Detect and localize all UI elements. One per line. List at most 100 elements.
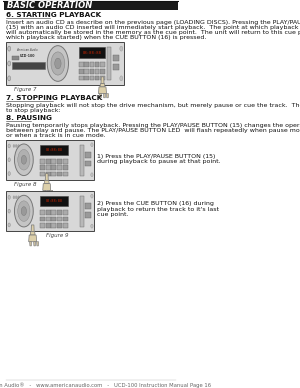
Circle shape xyxy=(13,144,15,147)
Bar xyxy=(51,171,56,177)
Text: 6. STARTING PLAYBACK: 6. STARTING PLAYBACK xyxy=(6,12,101,18)
Bar xyxy=(40,223,45,228)
Bar xyxy=(80,145,84,176)
Bar xyxy=(57,217,62,222)
Polygon shape xyxy=(31,225,34,232)
Polygon shape xyxy=(48,191,50,195)
Circle shape xyxy=(8,158,10,162)
Circle shape xyxy=(8,46,11,51)
Text: to stop playback:: to stop playback: xyxy=(6,107,61,113)
Polygon shape xyxy=(34,242,36,246)
Text: will automatically be stored in the memory as the cue point.  The unit will retu: will automatically be stored in the memo… xyxy=(6,30,300,35)
Circle shape xyxy=(18,196,20,199)
Text: during playback to pause at that point.: during playback to pause at that point. xyxy=(97,159,221,164)
Polygon shape xyxy=(103,94,106,98)
Bar xyxy=(40,145,68,155)
Bar xyxy=(4,1,178,10)
Bar xyxy=(85,69,89,74)
Bar xyxy=(46,165,51,170)
Circle shape xyxy=(91,194,93,198)
Polygon shape xyxy=(106,94,109,98)
Circle shape xyxy=(15,196,17,199)
Bar xyxy=(95,62,99,67)
Text: 8. PAUSING: 8. PAUSING xyxy=(6,115,52,121)
Text: 88:88:88: 88:88:88 xyxy=(82,51,101,55)
Polygon shape xyxy=(101,77,104,83)
Text: Figure 7: Figure 7 xyxy=(14,87,36,92)
Text: or when a track is in cue mode.: or when a track is in cue mode. xyxy=(6,133,106,138)
Bar xyxy=(62,210,68,215)
Bar xyxy=(57,210,62,215)
Bar xyxy=(85,62,89,67)
Circle shape xyxy=(8,61,11,66)
Bar xyxy=(90,76,94,80)
Bar xyxy=(40,196,68,206)
Bar xyxy=(100,62,104,67)
Bar xyxy=(40,165,45,170)
Text: Insert an audio CD as describe on the previous page (LOADING DISCS). Pressing th: Insert an audio CD as describe on the pr… xyxy=(6,20,300,25)
Circle shape xyxy=(13,196,15,199)
Text: Pausing temporarily stops playback. Pressing the PLAY/PAUSE BUTTON (15) changes : Pausing temporarily stops playback. Pres… xyxy=(6,123,300,128)
Bar xyxy=(6,191,94,231)
Text: 88:88:88: 88:88:88 xyxy=(45,148,62,152)
Bar xyxy=(46,171,51,177)
Polygon shape xyxy=(100,83,105,87)
Polygon shape xyxy=(29,235,37,242)
Bar xyxy=(85,203,91,209)
Bar xyxy=(79,47,105,59)
Bar xyxy=(57,159,62,164)
Bar xyxy=(113,64,119,70)
Circle shape xyxy=(8,209,10,213)
Polygon shape xyxy=(51,191,53,195)
Bar xyxy=(51,217,56,222)
Bar xyxy=(79,76,84,80)
Bar xyxy=(46,210,51,215)
Bar xyxy=(95,69,99,74)
Circle shape xyxy=(14,144,33,176)
Bar xyxy=(107,47,111,80)
Polygon shape xyxy=(37,242,39,246)
Polygon shape xyxy=(45,173,48,180)
Circle shape xyxy=(51,52,65,75)
Text: 88:88:88: 88:88:88 xyxy=(45,199,62,203)
Circle shape xyxy=(8,76,11,81)
Bar xyxy=(80,196,84,227)
Text: Stopping playback will not stop the drive mechanism, but merely pause or cue the: Stopping playback will not stop the driv… xyxy=(6,102,300,107)
Bar xyxy=(62,159,68,164)
Circle shape xyxy=(18,201,30,222)
Bar xyxy=(85,152,91,158)
Bar xyxy=(62,165,68,170)
Bar xyxy=(79,62,84,67)
Circle shape xyxy=(120,76,123,81)
Bar xyxy=(90,62,94,67)
Text: Figure 8: Figure 8 xyxy=(14,182,36,187)
Bar xyxy=(95,76,99,80)
Text: ©American Audio®   -   www.americanaudio.com   -   UCD-100 Instruction Manual Pa: ©American Audio® - www.americanaudio.com… xyxy=(0,382,211,388)
Polygon shape xyxy=(44,180,49,184)
Bar xyxy=(40,217,45,222)
Circle shape xyxy=(8,223,10,227)
Bar xyxy=(57,165,62,170)
Text: cue point.: cue point. xyxy=(97,212,129,217)
Circle shape xyxy=(18,149,30,170)
Circle shape xyxy=(15,144,17,147)
Bar xyxy=(6,42,124,85)
Bar xyxy=(40,171,45,177)
Bar xyxy=(85,212,91,218)
Polygon shape xyxy=(100,94,101,98)
Polygon shape xyxy=(44,191,46,195)
Bar xyxy=(100,69,104,74)
Bar xyxy=(57,171,62,177)
Bar xyxy=(90,69,94,74)
Bar xyxy=(51,210,56,215)
Bar xyxy=(12,56,19,60)
Text: between play and pause. The PLAY/PAUSE BUTTON LED  will flash repeatedly when pa: between play and pause. The PLAY/PAUSE B… xyxy=(6,128,300,133)
Bar xyxy=(100,76,104,80)
Circle shape xyxy=(8,195,10,199)
Text: UCD-100: UCD-100 xyxy=(20,54,35,58)
Text: 7. STOPPING PLAYBACK: 7. STOPPING PLAYBACK xyxy=(6,95,103,100)
Polygon shape xyxy=(98,87,106,94)
Bar xyxy=(40,210,45,215)
Circle shape xyxy=(18,144,20,147)
Bar xyxy=(113,55,119,61)
